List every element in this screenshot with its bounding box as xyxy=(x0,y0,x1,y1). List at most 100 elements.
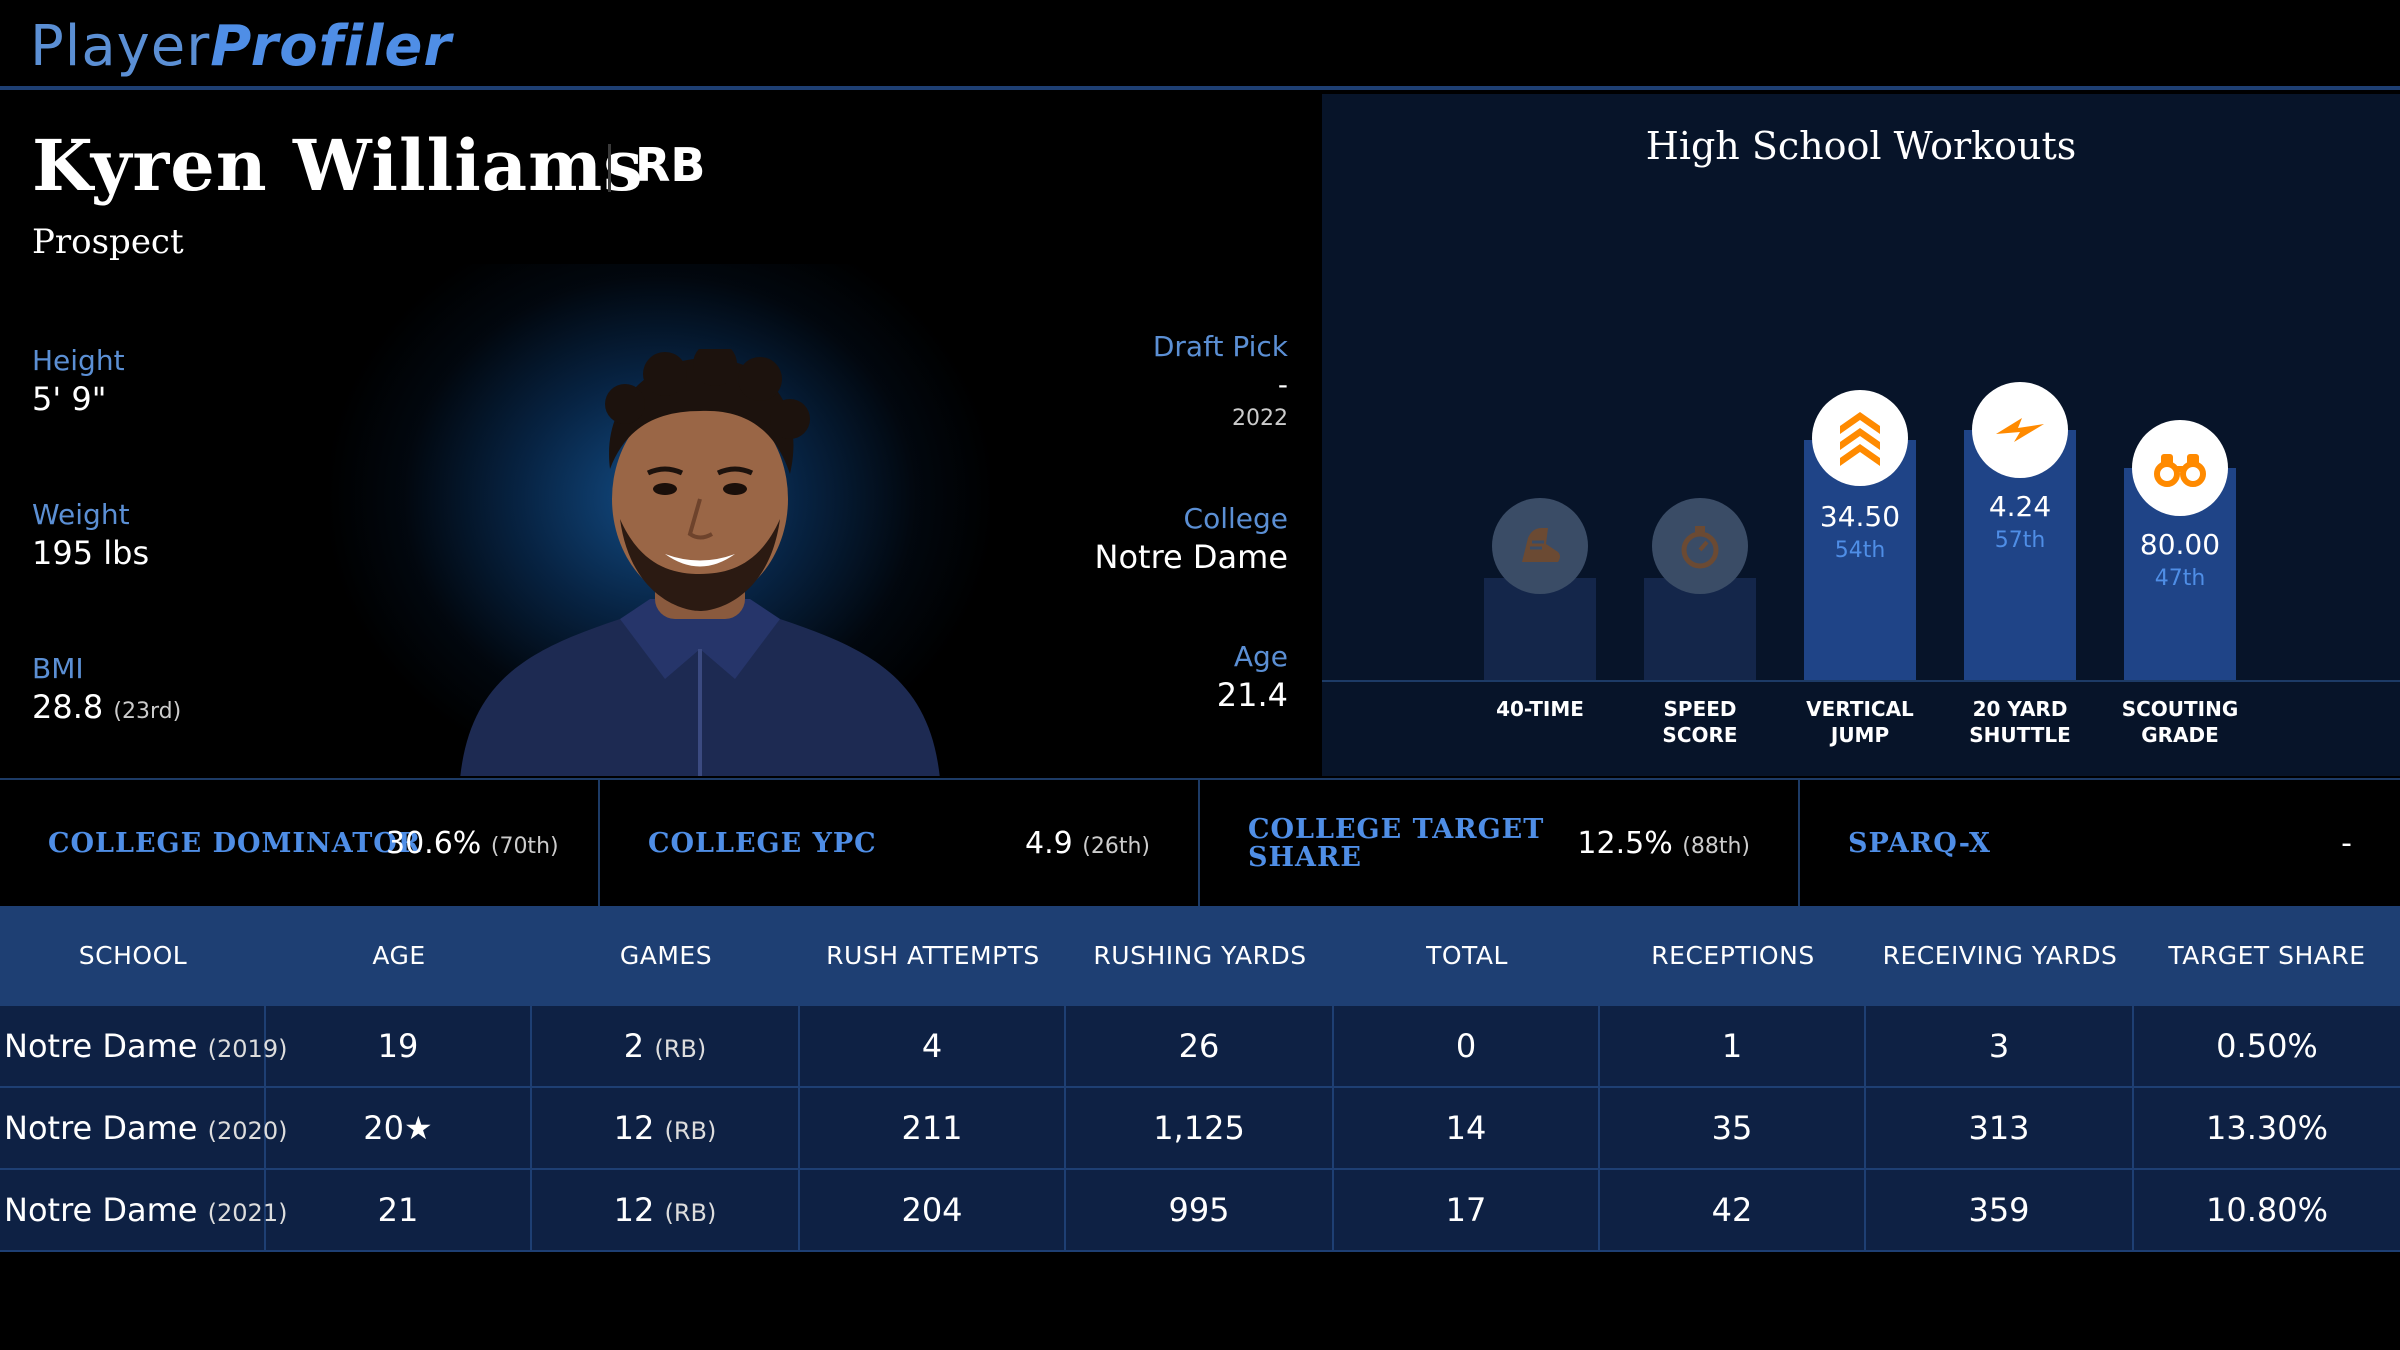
logo-part-2: Profiler xyxy=(210,14,453,79)
workout-label-speed-score: SPEED SCORE xyxy=(1662,697,1738,747)
cell-receiving-yards: 359 xyxy=(1866,1170,2134,1250)
metric-label: COLLEGE DOMINATOR xyxy=(48,828,422,859)
chart-baseline xyxy=(1322,680,2400,682)
metric-college-ypc: COLLEGE YPC 4.9 (26th) xyxy=(600,780,1198,908)
college-metrics-strip: COLLEGE DOMINATOR 30.6% (70th) COLLEGE Y… xyxy=(0,778,2400,908)
cell-rushing-yards: 26 xyxy=(1066,1006,1334,1086)
column-header-receiving-yards[interactable]: RECEIVING YARDS xyxy=(1882,941,2118,970)
table-header-row: SCHOOL AGE GAMES RUSH ATTEMPTS RUSHING Y… xyxy=(0,906,2400,1070)
cell-rush-attempts: 211 xyxy=(800,1088,1066,1168)
draft-pick-value: - xyxy=(1277,368,1288,401)
chevrons-up-icon xyxy=(1812,390,1908,486)
age-label: Age xyxy=(1233,640,1288,673)
lightning-icon xyxy=(1972,382,2068,478)
column-header-rushing-yards[interactable]: RUSHING YARDS xyxy=(1093,941,1307,970)
player-profile-panel: Kyren Williams RB Prospect Height 5' 9" … xyxy=(0,94,1320,776)
metric-sparq-x: SPARQ-X - xyxy=(1800,780,2400,908)
cell-receiving-yards: 313 xyxy=(1866,1088,2134,1168)
player-photo xyxy=(460,349,940,776)
workouts-title: High School Workouts xyxy=(1645,124,2077,168)
cell-rush-attempts: 4 xyxy=(800,1006,1066,1086)
metric-label: SPARQ-X xyxy=(1848,828,1991,859)
stopwatch-icon xyxy=(1652,498,1748,594)
cell-games: 12 (RB) xyxy=(532,1170,800,1250)
metric-value: 30.6% (70th) xyxy=(386,826,559,861)
cell-receptions: 42 xyxy=(1600,1170,1866,1250)
cell-age: 21 xyxy=(266,1170,532,1250)
cell-games: 12 (RB) xyxy=(532,1088,800,1168)
column-header-age[interactable]: AGE xyxy=(372,941,426,970)
table-row: Notre Dame (2020) 20★ 12 (RB) 211 1,125 … xyxy=(0,1088,2400,1170)
metric-value: 12.5% (88th) xyxy=(1577,826,1750,861)
player-status: Prospect xyxy=(32,222,184,262)
cell-target-share: 13.30% xyxy=(2205,1109,2328,1147)
height-label: Height xyxy=(32,344,125,377)
cell-school: Notre Dame (2021) xyxy=(0,1170,287,1250)
workout-bar-speed-score xyxy=(1644,578,1756,680)
metric-value: 4.9 (26th) xyxy=(1025,826,1150,861)
vertical-jump-percentile: 54th xyxy=(1834,538,1886,563)
column-header-school[interactable]: SCHOOL xyxy=(78,941,188,970)
player-position: RB xyxy=(635,138,706,192)
college-value: Notre Dame xyxy=(1094,538,1288,576)
high-school-workouts-panel: High School Workouts 40-TIME SPEED SCORE… xyxy=(1322,94,2400,776)
cell-receptions: 35 xyxy=(1600,1088,1866,1168)
cell-total-touchdowns: 17 xyxy=(1334,1170,1600,1250)
cell-total-touchdowns: 14 xyxy=(1334,1088,1600,1168)
shuttle-value: 4.24 xyxy=(1988,490,2052,523)
workout-label-20-yard-shuttle: 20 YARD SHUTTLE xyxy=(1969,697,2071,747)
site-logo[interactable]: PlayerProfiler xyxy=(30,14,452,79)
metric-divider xyxy=(1798,780,1800,908)
height-value: 5' 9" xyxy=(32,380,107,418)
column-header-target-share[interactable]: TARGET SHARE xyxy=(2168,941,2366,970)
top-bar: PlayerProfiler xyxy=(0,0,2400,90)
cell-rush-attempts: 204 xyxy=(800,1170,1066,1250)
metric-college-dominator: COLLEGE DOMINATOR 30.6% (70th) xyxy=(0,780,598,908)
cell-age: 19 xyxy=(266,1006,532,1086)
workout-label-scouting-grade: SCOUTING GRADE xyxy=(2121,697,2239,747)
vertical-jump-value: 34.50 xyxy=(1819,500,1901,533)
name-divider xyxy=(608,144,611,192)
metric-divider xyxy=(1198,780,1200,908)
scouting-grade-percentile: 47th xyxy=(2154,566,2206,591)
bmi-label: BMI xyxy=(32,652,84,685)
cell-school: Notre Dame (2019) xyxy=(0,1006,287,1086)
table-row: Notre Dame (2021) 21 12 (RB) 204 995 17 … xyxy=(0,1170,2400,1252)
shuttle-percentile: 57th xyxy=(1994,528,2046,553)
college-label: College xyxy=(1183,502,1288,535)
column-header-games[interactable]: GAMES xyxy=(619,941,713,970)
cell-rushing-yards: 1,125 xyxy=(1066,1088,1334,1168)
draft-pick-label: Draft Pick xyxy=(1152,330,1288,363)
cell-school: Notre Dame (2020) xyxy=(0,1088,287,1168)
cell-receiving-yards: 3 xyxy=(1866,1006,2134,1086)
column-header-rush-attempts[interactable]: RUSH ATTEMPTS xyxy=(826,941,1040,970)
workout-label-vertical-jump: VERTICAL JUMP xyxy=(1806,697,1914,747)
metric-value: - xyxy=(2341,826,2352,861)
metric-divider xyxy=(598,780,600,908)
cell-total-touchdowns: 0 xyxy=(1334,1006,1600,1086)
cell-games: 2 (RB) xyxy=(532,1006,800,1086)
table-row: Notre Dame (2019) 19 2 (RB) 4 26 0 1 3 0… xyxy=(0,1006,2400,1088)
column-header-total-touchdowns[interactable]: TOTAL TOUCHDOWNS xyxy=(1371,941,1563,1070)
weight-value: 195 lbs xyxy=(32,534,150,572)
shoe-icon xyxy=(1492,498,1588,594)
cell-rushing-yards: 995 xyxy=(1066,1170,1334,1250)
cell-target-share: 10.80% xyxy=(2205,1191,2328,1229)
age-value: 21.4 xyxy=(1216,676,1288,714)
cell-receptions: 1 xyxy=(1600,1006,1866,1086)
scouting-grade-value: 80.00 xyxy=(2139,528,2221,561)
workout-label-40-time: 40-TIME xyxy=(1496,697,1584,721)
bmi-value: 28.8 (23rd) xyxy=(32,688,181,726)
weight-label: Weight xyxy=(32,498,130,531)
bmi-number: 28.8 xyxy=(32,688,104,726)
bmi-rank: (23rd) xyxy=(113,699,182,724)
column-header-receptions[interactable]: RECEPTIONS xyxy=(1651,941,1815,970)
logo-part-1: Player xyxy=(30,14,211,79)
cell-age: 20★ xyxy=(266,1088,532,1168)
metric-college-target-share: COLLEGE TARGET SHARE 12.5% (88th) xyxy=(1200,780,1798,908)
workout-bar-40-time xyxy=(1484,578,1596,680)
metric-label: COLLEGE YPC xyxy=(648,828,877,859)
metric-label: COLLEGE TARGET SHARE xyxy=(1248,814,1545,873)
draft-year: 2022 xyxy=(1232,406,1288,431)
player-name: Kyren Williams xyxy=(32,124,644,207)
